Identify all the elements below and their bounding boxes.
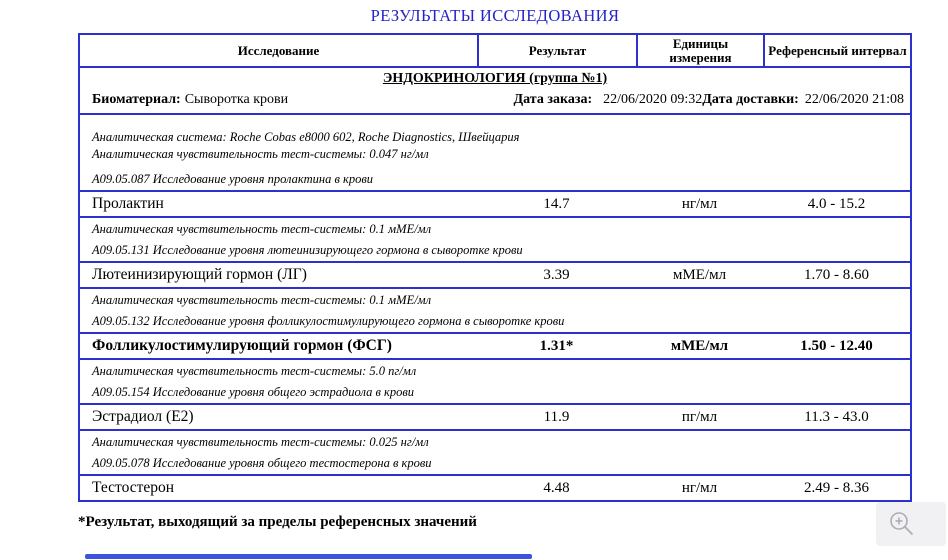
analytical-info: Аналитическая система: Roche Cobas e8000…	[80, 129, 910, 163]
order-date-label: Дата заказа:	[513, 92, 593, 107]
test-reference-interval: 4.0 - 15.2	[807, 195, 866, 212]
test-code-line: А09.05.131 Исследование уровня лютеинизи…	[92, 243, 523, 257]
magnifier-plus-icon	[890, 512, 914, 536]
test-reference-interval: 11.3 - 43.0	[804, 408, 869, 425]
column-header-units: Единицы измерения	[636, 35, 763, 66]
test-result-value: 4.48	[543, 479, 570, 496]
test-units: нг/мл	[681, 195, 718, 212]
section-title: ЭНДОКРИНОЛОГИЯ (группа №1)	[80, 68, 910, 88]
analytical-info-line: Аналитическая чувствительность тест-сист…	[92, 147, 429, 161]
table-header-row: Исследование Результат Единицы измерения…	[80, 35, 910, 68]
test-block: Аналитическая чувствительность тест-сист…	[80, 289, 910, 360]
test-name: Тестостерон	[92, 479, 175, 496]
test-result-value: 14.7	[543, 195, 570, 212]
analytical-info: Аналитическая чувствительность тест-сист…	[80, 221, 910, 238]
test-result-row: Фолликулостимулирующий гормон (ФСГ) 1.31…	[80, 332, 910, 360]
biomaterial-value: Сыворотка крови	[184, 92, 289, 107]
order-date-value: 22/06/2020 09:32	[603, 92, 703, 107]
test-units: мМЕ/мл	[672, 266, 727, 283]
test-result-value: 1.31*	[539, 337, 574, 354]
test-code-line: А09.05.087 Исследование уровня пролактин…	[92, 172, 374, 186]
analytical-info-line: Аналитическая система: Roche Cobas e8000…	[92, 130, 520, 144]
biomaterial: Биоматериал: Сыворотка крови	[92, 92, 514, 108]
test-result-row: Эстрадиол (Е2) 11.9 пг/мл 11.3 - 43.0	[80, 403, 910, 431]
section-title-text: ЭНДОКРИНОЛОГИЯ (группа №1)	[382, 71, 608, 86]
test-code-line: А09.05.132 Исследование уровня фолликуло…	[92, 314, 565, 328]
analytical-info: Аналитическая чувствительность тест-сист…	[80, 292, 910, 309]
test-result-row: Пролактин 14.7 нг/мл 4.0 - 15.2	[80, 190, 910, 218]
analytical-info-line: Аналитическая чувствительность тест-сист…	[92, 364, 417, 378]
test-reference-interval: 1.70 - 8.60	[804, 266, 869, 283]
horizontal-scrollbar-thumb[interactable]	[85, 554, 532, 559]
test-units: мМЕ/мл	[670, 337, 729, 354]
test-result-row: Лютеинизирующий гормон (ЛГ) 3.39 мМЕ/мл …	[80, 261, 910, 289]
test-result-value: 11.9	[543, 408, 570, 425]
column-header-test: Исследование	[237, 42, 320, 58]
test-block: Аналитическая чувствительность тест-сист…	[80, 431, 910, 500]
delivery-date-value: 22/06/2020 21:08	[804, 92, 904, 107]
test-name: Лютеинизирующий гормон (ЛГ)	[92, 266, 307, 283]
biomaterial-label: Биоматериал:	[92, 92, 181, 107]
test-reference-interval: 1.50 - 12.40	[800, 337, 873, 354]
delivery-date-label: Дата доставки:	[702, 92, 799, 107]
test-code-line: А09.05.078 Исследование уровня общего те…	[92, 456, 432, 470]
test-units: пг/мл	[681, 408, 718, 425]
test-blocks: Аналитическая система: Roche Cobas e8000…	[80, 115, 910, 500]
test-code-line: А09.05.154 Исследование уровня общего эс…	[92, 385, 415, 399]
test-name: Пролактин	[92, 195, 164, 212]
dates: Дата заказа: 22/06/2020 09:32Дата доставк…	[514, 92, 904, 108]
test-name: Эстрадиол (Е2)	[92, 408, 194, 425]
test-name: Фолликулостимулирующий гормон (ФСГ)	[92, 337, 392, 354]
analytical-info: Аналитическая чувствительность тест-сист…	[80, 434, 910, 451]
analytical-info-line: Аналитическая чувствительность тест-сист…	[92, 293, 432, 307]
zoom-button[interactable]	[876, 502, 946, 546]
test-block: Аналитическая система: Roche Cobas e8000…	[80, 115, 910, 218]
test-units: нг/мл	[681, 479, 718, 496]
out-of-range-footnote: *Результат, выходящий за пределы референ…	[78, 514, 477, 530]
results-table: Исследование Результат Единицы измерения…	[78, 33, 912, 502]
test-block: Аналитическая чувствительность тест-сист…	[80, 360, 910, 431]
test-block: Аналитическая чувствительность тест-сист…	[80, 218, 910, 289]
column-header-result: Результат	[477, 35, 636, 66]
test-reference-interval: 2.49 - 8.36	[804, 479, 869, 496]
analytical-info-line: Аналитическая чувствительность тест-сист…	[92, 222, 432, 236]
specimen-meta-row: Биоматериал: Сыворотка крови Дата заказа:…	[80, 88, 910, 115]
analytical-info-line: Аналитическая чувствительность тест-сист…	[92, 435, 429, 449]
column-header-reference: Референсный интервал	[763, 35, 910, 66]
test-result-row: Тестостерон 4.48 нг/мл 2.49 - 8.36	[80, 474, 910, 500]
analytical-info: Аналитическая чувствительность тест-сист…	[80, 363, 910, 380]
test-result-value: 3.39	[543, 266, 570, 283]
page-title: РЕЗУЛЬТАТЫ ИССЛЕДОВАНИЯ	[370, 6, 620, 25]
